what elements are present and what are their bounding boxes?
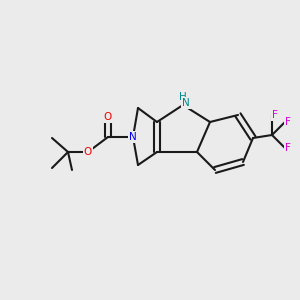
Text: O: O: [104, 112, 112, 122]
Text: F: F: [285, 143, 291, 153]
Text: N: N: [129, 132, 137, 142]
Text: H: H: [179, 92, 187, 102]
Text: N: N: [182, 98, 190, 108]
Text: F: F: [285, 117, 291, 127]
Text: F: F: [272, 110, 278, 120]
Text: O: O: [84, 147, 92, 157]
